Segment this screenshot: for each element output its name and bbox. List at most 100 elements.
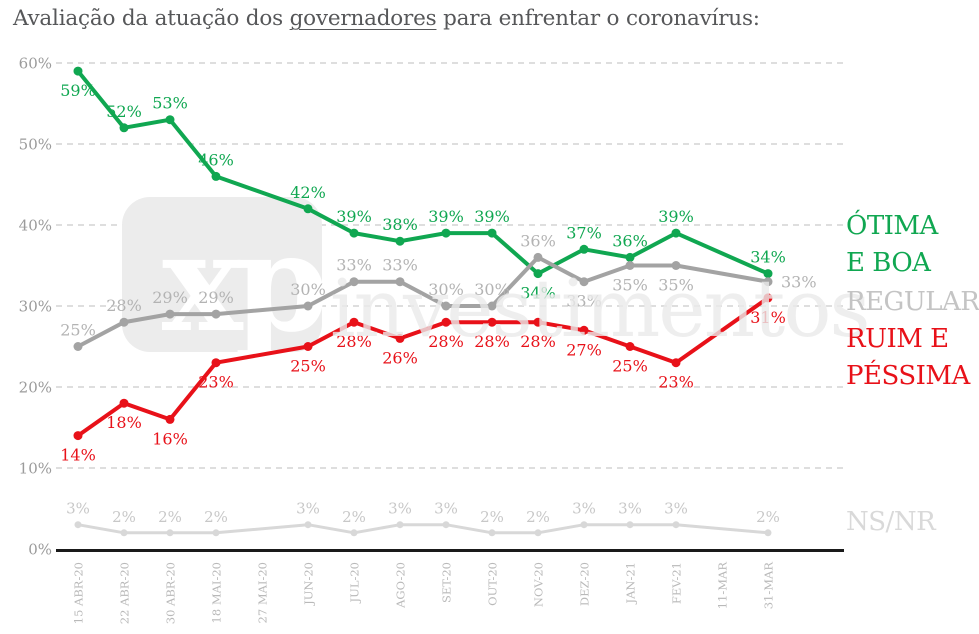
- data-point: [626, 521, 634, 529]
- page-title: Avaliação da atuação dos governadores pa…: [13, 6, 760, 31]
- data-point: [211, 309, 221, 319]
- value-label: 39%: [474, 207, 510, 226]
- value-label: 3%: [572, 500, 596, 518]
- value-label: 3%: [296, 500, 320, 518]
- series-line: [76, 523, 770, 535]
- data-point: [487, 301, 497, 311]
- value-label: 33%: [781, 273, 817, 292]
- data-point: [764, 529, 772, 537]
- x-tick-label: 18 MAI-20: [210, 562, 224, 623]
- data-point: [441, 228, 451, 238]
- x-tick-label: SET-20: [440, 562, 454, 603]
- data-point: [533, 252, 543, 262]
- x-tick-label: 15 ABR-20: [72, 562, 86, 624]
- data-point: [442, 521, 450, 529]
- y-tick-label: 50%: [19, 136, 52, 154]
- value-label: 3%: [66, 500, 90, 518]
- legend-ruim-e-pessima: RUIM E PÉSSIMA: [846, 321, 970, 395]
- y-tick-label: 20%: [19, 379, 52, 397]
- data-point: [73, 431, 83, 441]
- value-label: 42%: [290, 183, 326, 202]
- value-label: 39%: [428, 207, 464, 226]
- data-point: [441, 301, 451, 311]
- value-label: 29%: [198, 288, 234, 307]
- data-point: [625, 261, 635, 270]
- data-point: [580, 521, 588, 529]
- value-label: 25%: [60, 321, 96, 340]
- data-point: [165, 414, 175, 424]
- data-point: [73, 342, 83, 351]
- value-label: 59%: [60, 81, 96, 100]
- value-label: 33%: [566, 292, 602, 311]
- y-tick-label: 60%: [19, 55, 52, 73]
- data-point: [763, 293, 773, 303]
- data-point: [73, 66, 83, 76]
- data-point: [672, 521, 680, 529]
- data-point: [119, 317, 129, 327]
- data-point: [396, 521, 404, 529]
- watermark-xp-text: xp: [162, 203, 323, 362]
- legend-otima-line1: ÓTIMA: [846, 211, 938, 241]
- series-2: 14% 18% 16% 23% 25% 28% 26% 28% 28% 28% 27% 25% 23% 3…: [60, 293, 786, 465]
- data-point: [211, 358, 221, 368]
- data-point: [487, 228, 497, 238]
- value-label: 30%: [474, 280, 510, 299]
- value-label: 28%: [428, 332, 464, 351]
- x-tick-label: NOV-20: [532, 562, 546, 607]
- value-label: 26%: [382, 348, 418, 367]
- data-point: [303, 342, 313, 351]
- data-point: [763, 269, 773, 279]
- value-label: 3%: [434, 500, 458, 518]
- y-tick-label: 10%: [19, 460, 52, 478]
- data-point: [304, 521, 312, 529]
- data-point: [579, 277, 589, 287]
- data-point: [303, 204, 313, 214]
- data-point: [534, 529, 542, 537]
- watermark-brand-text: investimentos: [330, 262, 869, 355]
- value-label: 30%: [428, 280, 464, 299]
- y-axis-labels: 60% 50% 40% 30% 20% 10% 0%: [19, 55, 52, 559]
- series-line: [76, 69, 770, 276]
- value-label: 25%: [612, 357, 648, 376]
- value-label: 46%: [198, 150, 234, 169]
- value-label: 28%: [106, 296, 142, 315]
- data-point: [625, 342, 635, 351]
- x-tick-label: 30 ABR-20: [164, 562, 178, 624]
- data-point: [533, 269, 543, 279]
- value-label: 38%: [382, 215, 418, 234]
- series-line: [76, 255, 770, 349]
- value-label: 23%: [198, 373, 234, 392]
- data-point: [671, 358, 681, 368]
- value-label: 39%: [658, 207, 694, 226]
- series-0: 59% 52% 53% 46% 42% 39% 38% 39% 39% 34% 37% 36% 39% 3…: [60, 66, 786, 303]
- data-point: [441, 317, 451, 327]
- data-point: [488, 529, 496, 537]
- series-3: 3% 2% 2% 2% 3% 2% 3% 3% 2% 2% 3% 3% 3% 2%: [66, 500, 780, 537]
- data-point: [625, 252, 635, 262]
- title-underlined-word: governadores: [289, 6, 437, 31]
- data-point: [211, 171, 221, 181]
- value-label: 2%: [756, 508, 780, 526]
- y-tick-label: 30%: [19, 298, 52, 316]
- value-label: 34%: [520, 284, 556, 303]
- y-tick-label: 40%: [19, 217, 52, 235]
- x-tick-label: JUL-20: [348, 562, 362, 603]
- value-label: 3%: [388, 500, 412, 518]
- value-label: 2%: [526, 508, 550, 526]
- data-point: [395, 333, 405, 343]
- x-axis-labels: 15 ABR-20 22 ABR-20 30 ABR-20 18 MAI-20 27 M…: [72, 562, 776, 625]
- value-label: 14%: [60, 446, 96, 465]
- value-label: 35%: [658, 276, 694, 295]
- x-tick-label: FEV-21: [670, 562, 684, 604]
- x-tick-label: DEZ-20: [578, 562, 592, 606]
- value-label: 35%: [612, 276, 648, 295]
- legend-nsnr: NS/NR: [846, 507, 936, 537]
- legend-ruim-line1: RUIM E: [846, 324, 949, 354]
- legend-otima-e-boa: ÓTIMA E BOA: [846, 208, 938, 282]
- data-point: [212, 529, 220, 537]
- data-point: [350, 529, 358, 537]
- value-label: 2%: [480, 508, 504, 526]
- x-tick-label: 22 ABR-20: [118, 562, 132, 624]
- value-label: 3%: [618, 500, 642, 518]
